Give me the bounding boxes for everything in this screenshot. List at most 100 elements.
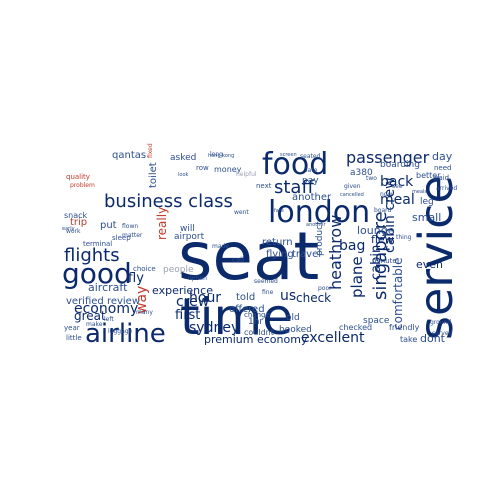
word-seated: seated (300, 153, 321, 160)
word-offered: offered (229, 304, 265, 315)
word-back: back (380, 174, 414, 190)
word-trip: trip (70, 217, 87, 228)
word-airline: airline (85, 319, 166, 349)
word-toilet: toilet (148, 162, 159, 188)
word-checked: checked (339, 323, 372, 332)
word-meal: meal (380, 192, 415, 208)
word-travel: travel (292, 249, 321, 260)
word-helpful: helpful (236, 171, 257, 178)
word-boarding: boarding (380, 160, 420, 170)
word-paid: paid (434, 174, 449, 182)
word-now: now (380, 191, 392, 198)
word-flew: flew (371, 233, 394, 246)
word-money: money (214, 165, 242, 174)
word-even: even (416, 258, 443, 271)
word-service: service (409, 175, 463, 340)
word-luggage: luggage (108, 328, 133, 335)
word-day: day (432, 150, 453, 163)
word-fine: fine (262, 289, 274, 296)
word-staff: staff (274, 177, 314, 198)
word-return: return (262, 237, 293, 248)
word-terminal: terminal (83, 240, 112, 248)
word-time: time (180, 288, 293, 346)
word-put: put (100, 220, 117, 231)
word-sydney: sydney (189, 320, 239, 336)
word-row: row (196, 164, 209, 172)
word-cabin: cabin (369, 245, 384, 280)
word-thing: thing (396, 234, 412, 241)
word-look: look (178, 172, 189, 178)
word-verified-review: verified review (66, 296, 140, 307)
word-fare: fare (274, 208, 284, 214)
word-another: another (306, 222, 326, 228)
word-flying: flying (266, 249, 294, 260)
word-small: small (412, 211, 441, 224)
word-economy: economy (74, 301, 138, 317)
word-take: take (400, 335, 417, 344)
word-check: check (296, 291, 331, 305)
word-plane: plane (348, 256, 366, 298)
word-minute: minute (372, 257, 397, 265)
word-will: will (180, 224, 195, 234)
word-premium-economy: premium economy (204, 333, 308, 346)
word-ground: ground (430, 319, 451, 326)
word-really: really (155, 207, 169, 240)
word-great: great (74, 309, 106, 323)
word-space: space (363, 316, 390, 326)
word-hong-kong: hong kong (208, 153, 234, 159)
word-qantas: qantas (112, 150, 146, 161)
word-way: way (134, 286, 150, 314)
word-pay: pay (302, 176, 319, 186)
word-asked: asked (170, 153, 196, 163)
word-people: people (163, 265, 194, 275)
word-airport: airport (174, 232, 205, 242)
word-friendly: friendly (389, 323, 420, 332)
word-excellent: excellent (301, 330, 365, 346)
word-passenger: passenger (346, 148, 430, 167)
word-seat: seat (178, 218, 319, 295)
word-meals: meals (412, 189, 427, 195)
word-quality: quality (66, 173, 90, 181)
word-make: make (86, 321, 103, 328)
word-change: change (244, 311, 270, 319)
word-given: given (344, 183, 361, 190)
word-heathrow: heathrow (326, 215, 345, 290)
word-seemed: seemed (254, 278, 278, 285)
word-little: little (66, 334, 82, 342)
word-hour: hour (189, 290, 221, 306)
word-another: another (292, 192, 332, 203)
word-served: served (432, 330, 453, 337)
word-long: long (210, 151, 223, 158)
word-london: london (268, 195, 370, 230)
word-leg: leg (420, 197, 434, 207)
word-see: see (392, 183, 403, 190)
word-sleep: sleep (112, 234, 131, 242)
word-poor: poor (318, 285, 332, 292)
word-fly: fly (128, 271, 144, 286)
word-early: early (62, 226, 75, 232)
word-year: year (64, 324, 80, 332)
word-made: made (212, 243, 229, 250)
word-product: product (315, 221, 325, 256)
word-late: late (306, 167, 318, 174)
word-work: work (66, 228, 81, 235)
word-cancelled: cancelled (340, 192, 364, 198)
word-comfortable: comfortable (391, 257, 405, 330)
word-arrived: arrived (436, 185, 457, 192)
word-dont: dont (420, 332, 446, 345)
word-first: first (175, 308, 200, 323)
word-us: us (280, 288, 296, 304)
word-flights: flights (64, 245, 120, 266)
word-went: went (234, 209, 249, 216)
word-aircraft: aircraft (88, 281, 128, 294)
word-food: food (262, 147, 328, 182)
word-screen: screen (280, 152, 297, 158)
word-choice: choice (133, 265, 156, 273)
word-business-class: business class (104, 191, 233, 212)
word-better: better (416, 171, 441, 180)
word-problem: problem (70, 182, 95, 189)
word-call: call (232, 256, 244, 264)
word-experience: experience (152, 284, 213, 297)
word-told: told (236, 292, 255, 303)
